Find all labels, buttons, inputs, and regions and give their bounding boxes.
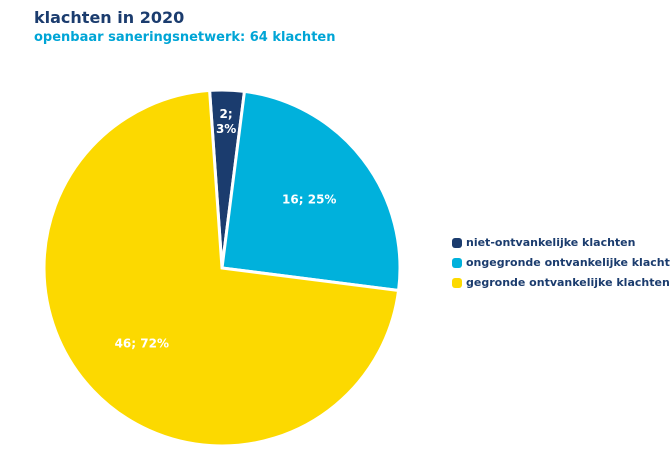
data-label: 16; 25% [282,192,337,207]
legend-swatch [452,277,462,288]
legend-swatch [452,237,462,248]
legend-label: niet-ontvankelijke klachten [466,236,636,249]
pie-slice [42,88,401,448]
data-label: 2; 3% [215,107,237,137]
legend-item: niet-ontvankelijke klachten [452,236,635,249]
legend-label: gegronde ontvankelijke klachten [466,276,670,289]
legend-item: gegronde ontvankelijke klachten [452,276,670,289]
legend-item: ongegronde ontvankelijke klachten [452,256,670,269]
chart-subtitle: openbaar saneringsnetwerk: 64 klachten [34,30,336,45]
legend-label: ongegronde ontvankelijke klachten [466,256,670,269]
legend-swatch [452,257,462,268]
chart-title: klachten in 2020 [34,8,185,27]
data-label: 46; 72% [114,336,169,351]
pie-slice [220,89,402,293]
